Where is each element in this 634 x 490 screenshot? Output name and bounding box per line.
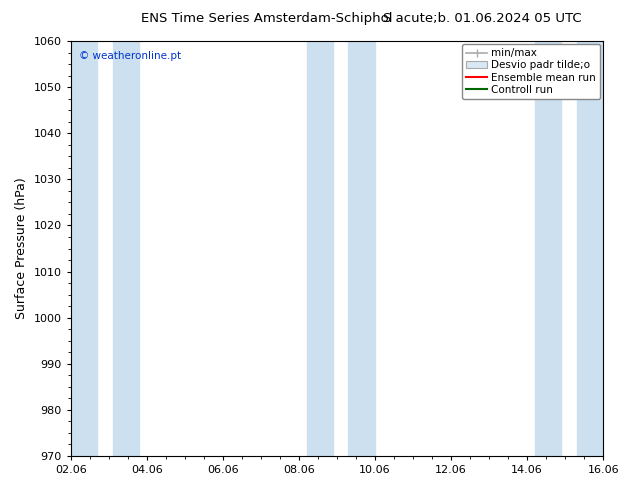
Bar	[71, 41, 98, 456]
Bar	[348, 41, 375, 456]
Bar	[113, 41, 139, 456]
Bar	[576, 41, 603, 456]
Y-axis label: Surface Pressure (hPa): Surface Pressure (hPa)	[15, 178, 28, 319]
Text: ENS Time Series Amsterdam-Schiphol: ENS Time Series Amsterdam-Schiphol	[141, 12, 392, 25]
Bar	[306, 41, 333, 456]
Text: S acute;b. 01.06.2024 05 UTC: S acute;b. 01.06.2024 05 UTC	[382, 12, 581, 25]
Text: © weatheronline.pt: © weatheronline.pt	[79, 51, 181, 61]
Bar	[534, 41, 561, 456]
Legend: min/max, Desvio padr tilde;o, Ensemble mean run, Controll run: min/max, Desvio padr tilde;o, Ensemble m…	[462, 44, 600, 99]
